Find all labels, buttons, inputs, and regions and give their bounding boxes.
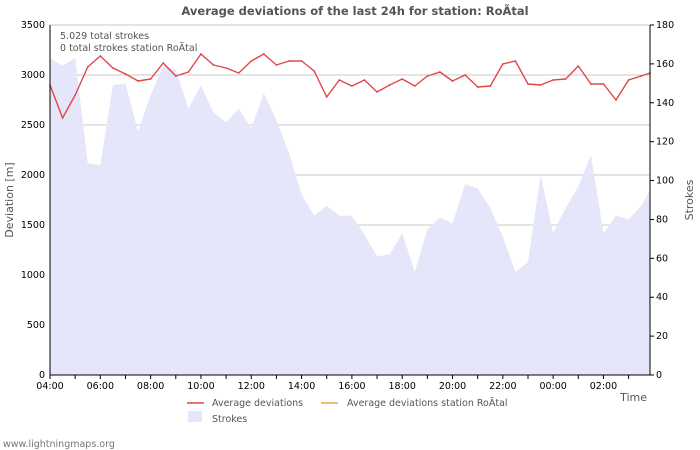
station-strokes-annotation: 0 total strokes station RoÃtal bbox=[60, 43, 197, 54]
deviation-point bbox=[74, 94, 76, 96]
chart: 04:00 06:00 08:00 10:00 12:00 14:00 16:00 18:00… bbox=[0, 0, 700, 450]
x-tick-label: 18:00 bbox=[389, 381, 416, 392]
y-left-tick-label: 3000 bbox=[21, 70, 45, 81]
y-left-tick-label: 500 bbox=[27, 320, 45, 331]
deviation-point bbox=[162, 62, 164, 64]
deviation-point bbox=[62, 117, 64, 119]
total-strokes-annotation: 5.029 total strokes bbox=[60, 31, 149, 42]
deviation-point bbox=[125, 73, 127, 75]
deviation-point bbox=[238, 72, 240, 74]
legend-label-deviations: Average deviations bbox=[212, 398, 303, 409]
deviation-point bbox=[376, 91, 378, 93]
x-tick-label: 00:00 bbox=[539, 381, 566, 392]
footer-credit: www.lightningmaps.org bbox=[3, 439, 115, 450]
legend-swatch-strokes bbox=[188, 411, 202, 422]
y-right-tick-label: 80 bbox=[656, 214, 668, 225]
x-tick-label: 16:00 bbox=[338, 381, 365, 392]
deviation-point bbox=[527, 83, 529, 85]
x-axis-label: Time bbox=[619, 391, 647, 404]
deviation-point bbox=[338, 79, 340, 81]
y-axis-left-label: Deviation [m] bbox=[3, 162, 16, 237]
y-axis-left-ticks: 0 500 1000 1500 2000 2500 3000 3500 bbox=[21, 20, 45, 381]
x-tick-label: 06:00 bbox=[87, 381, 114, 392]
deviation-point bbox=[452, 80, 454, 82]
y-left-tick-label: 1500 bbox=[21, 220, 45, 231]
deviation-point bbox=[502, 63, 504, 65]
y-right-tick-label: 60 bbox=[656, 253, 668, 264]
deviation-point bbox=[313, 70, 315, 72]
deviation-point bbox=[150, 78, 152, 80]
deviation-point bbox=[552, 79, 554, 81]
x-tick-label: 12:00 bbox=[238, 381, 265, 392]
y-axis-right-ticks: 0 20 40 60 80 100 120 140 160 180 bbox=[650, 20, 674, 381]
x-tick-label: 02:00 bbox=[590, 381, 617, 392]
deviation-point bbox=[477, 86, 479, 88]
y-left-tick-label: 2000 bbox=[21, 170, 45, 181]
deviation-point bbox=[577, 65, 579, 67]
x-tick-label: 08:00 bbox=[137, 381, 164, 392]
deviation-point bbox=[427, 75, 429, 77]
deviation-point bbox=[351, 85, 353, 87]
deviation-point bbox=[200, 53, 202, 55]
deviation-point bbox=[301, 60, 303, 62]
x-tick-label: 04:00 bbox=[36, 381, 63, 392]
chart-title: Average deviations of the last 24h for s… bbox=[181, 3, 528, 18]
deviation-point bbox=[87, 66, 89, 68]
deviation-point bbox=[515, 60, 517, 62]
deviation-point bbox=[137, 80, 139, 82]
deviation-point bbox=[540, 84, 542, 86]
y-right-tick-label: 180 bbox=[656, 20, 674, 31]
deviation-point bbox=[99, 55, 101, 57]
legend-label-strokes: Strokes bbox=[212, 414, 247, 425]
deviation-point bbox=[364, 79, 366, 81]
deviation-point bbox=[250, 60, 252, 62]
y-axis-right-label: Strokes bbox=[683, 179, 696, 220]
y-left-tick-label: 2500 bbox=[21, 120, 45, 131]
deviation-point bbox=[389, 84, 391, 86]
legend: Average deviations Average deviations st… bbox=[187, 398, 508, 425]
deviation-point bbox=[213, 64, 215, 66]
deviation-point bbox=[225, 67, 227, 69]
deviation-point bbox=[603, 83, 605, 85]
deviation-point bbox=[640, 75, 642, 77]
deviation-point bbox=[414, 85, 416, 87]
x-tick-label: 20:00 bbox=[439, 381, 466, 392]
y-right-tick-label: 100 bbox=[656, 176, 674, 187]
deviation-point bbox=[112, 67, 114, 69]
y-right-tick-label: 40 bbox=[656, 292, 668, 303]
deviation-point bbox=[288, 60, 290, 62]
deviation-point bbox=[565, 78, 567, 80]
deviation-point bbox=[464, 74, 466, 76]
x-tick-label: 14:00 bbox=[288, 381, 315, 392]
legend-label-station-deviations: Average deviations station RoÃtal bbox=[347, 398, 508, 409]
deviation-point bbox=[590, 83, 592, 85]
y-left-tick-label: 3500 bbox=[21, 20, 45, 31]
x-tick-label: 10:00 bbox=[187, 381, 214, 392]
deviation-point bbox=[615, 99, 617, 101]
x-tick-label: 22:00 bbox=[489, 381, 516, 392]
deviation-point bbox=[276, 64, 278, 66]
x-axis-ticks: 04:00 06:00 08:00 10:00 12:00 14:00 16:00 18:00… bbox=[36, 375, 628, 392]
y-right-tick-label: 140 bbox=[656, 98, 674, 109]
deviation-point bbox=[401, 78, 403, 80]
y-right-tick-label: 120 bbox=[656, 137, 674, 148]
deviation-point bbox=[439, 71, 441, 73]
y-left-tick-label: 0 bbox=[39, 370, 45, 381]
y-right-tick-label: 0 bbox=[656, 370, 662, 381]
y-right-tick-label: 160 bbox=[656, 59, 674, 70]
deviation-point bbox=[628, 79, 630, 81]
y-right-tick-label: 20 bbox=[656, 331, 668, 342]
deviation-point bbox=[489, 85, 491, 87]
deviation-point bbox=[175, 75, 177, 77]
deviation-point bbox=[326, 96, 328, 98]
deviation-point bbox=[188, 71, 190, 73]
deviation-point bbox=[263, 53, 265, 55]
y-left-tick-label: 1000 bbox=[21, 270, 45, 281]
